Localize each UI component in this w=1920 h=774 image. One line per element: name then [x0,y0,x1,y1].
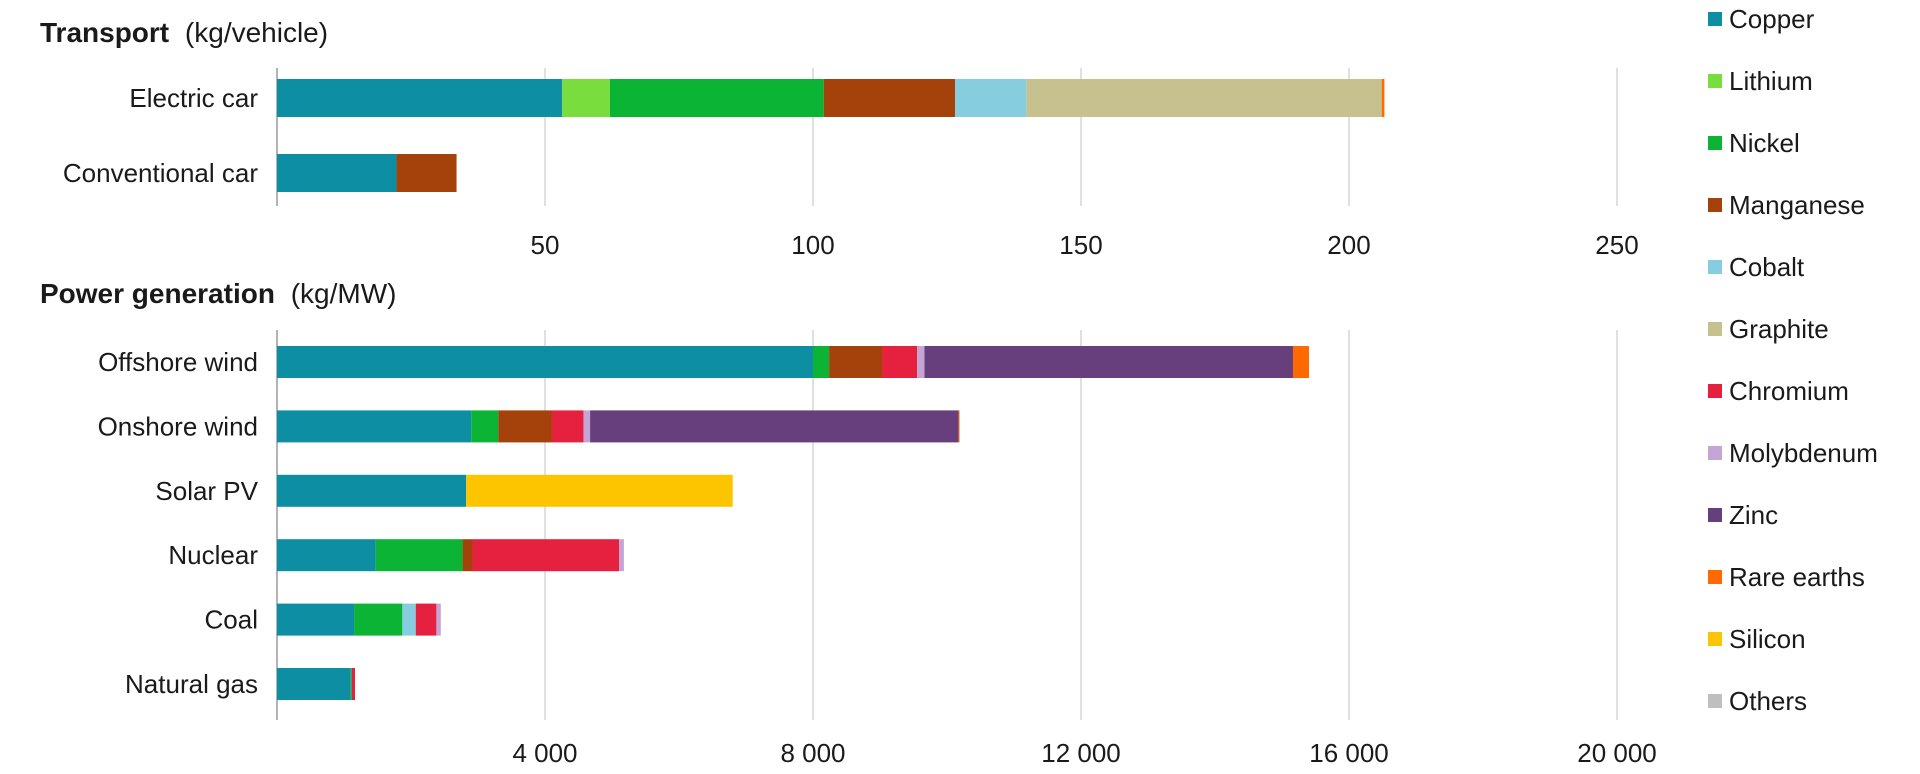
bar-segment-nuclear-manganese [462,539,473,572]
category-label-natural-gas: Natural gas [125,669,258,699]
bar-segment-electric-car-manganese [823,79,956,117]
bar-segment-natural-gas-copper [277,668,351,700]
legend-label-graphite: Graphite [1729,314,1829,344]
bar-segment-natural-gas-chromium [351,668,355,700]
legend-swatch-nickel [1708,136,1722,150]
bar-segment-conventional-car-manganese [396,154,457,192]
bar-segment-conventional-car-copper [277,154,397,192]
bar-segment-nuclear-molybdenum [619,539,624,572]
bar-segment-offshore-wind-zinc [924,346,1293,378]
bar-segment-onshore-wind-molybdenum [583,410,591,443]
legend-label-copper: Copper [1729,4,1815,34]
bar-segment-coal-cobalt [402,603,416,636]
category-label-solar-pv: Solar PV [155,476,258,506]
bar-segment-electric-car-rare-earths [1381,79,1385,117]
bar-segment-onshore-wind-nickel [471,410,499,443]
legend-swatch-molybdenum [1708,446,1722,460]
bar-segment-offshore-wind-chromium [882,346,918,378]
category-label-nuclear: Nuclear [168,540,258,570]
category-label-coal: Coal [205,605,258,635]
power-title-bold: Power generation [40,278,275,309]
legend-label-others: Others [1729,686,1807,716]
transport-title-bold: Transport [40,17,169,48]
legend-swatch-zinc [1708,508,1722,522]
transport-x-tick-label: 100 [791,230,834,260]
power-title-unit: (kg/MW) [291,278,397,309]
legend-swatch-rare-earths [1708,570,1722,584]
transport-panel: 50 100 150 200 250 Electric car Conventional c… [63,68,1639,260]
bar-segment-onshore-wind-chromium [551,410,584,443]
bar-segment-offshore-wind-rare-earths [1292,346,1310,378]
bar-segment-onshore-wind-manganese [498,410,552,443]
legend-swatch-chromium [1708,384,1722,398]
bar-segment-natural-gas-nickel [350,668,352,700]
bar-segment-electric-car-lithium [562,79,610,117]
transport-title-unit: (kg/vehicle) [185,17,328,48]
bar-segment-offshore-wind-manganese [829,346,883,378]
power-x-tick-label: 8 000 [780,738,845,768]
legend-swatch-cobalt [1708,260,1722,274]
legend-label-rare-earths: Rare earths [1729,562,1865,592]
bar-segment-electric-car-copper [277,79,563,117]
bar-segment-onshore-wind-zinc [590,410,959,443]
transport-x-tick-label: 200 [1327,230,1370,260]
legend-swatch-silicon [1708,632,1722,646]
bar-segment-solar-pv-copper [277,474,467,507]
legend-swatch-manganese [1708,198,1722,212]
category-label-electric-car: Electric car [129,83,258,113]
transport-x-tick-label: 150 [1059,230,1102,260]
power-generation-panel: 4 000 8 000 12 000 16 000 20 000 Offshore win… [98,330,1657,768]
legend-swatch-graphite [1708,322,1722,336]
legend-label-nickel: Nickel [1729,128,1800,158]
legend-label-lithium: Lithium [1729,66,1813,96]
bar-segment-nuclear-chromium [472,539,620,572]
category-label-conventional-car: Conventional car [63,158,258,188]
power-x-tick-label: 12 000 [1041,738,1121,768]
legend-label-silicon: Silicon [1729,624,1806,654]
bar-segment-nuclear-copper [277,539,376,572]
legend-label-chromium: Chromium [1729,376,1849,406]
bar-segment-electric-car-graphite [1026,79,1382,117]
bar-segment-coal-chromium [415,603,437,636]
category-label-offshore-wind: Offshore wind [98,347,258,377]
power-x-tick-label: 4 000 [512,738,577,768]
legend-swatch-others [1708,694,1722,708]
bar-segment-coal-nickel [354,603,403,636]
bar-segment-onshore-wind-copper [277,410,472,443]
legend-label-cobalt: Cobalt [1729,252,1805,282]
bar-segment-nuclear-nickel [375,539,463,572]
power-panel-title: Power generation (kg/MW) [40,278,396,309]
transport-x-tick-label: 250 [1595,230,1638,260]
bar-segment-offshore-wind-nickel [813,346,830,378]
legend-label-molybdenum: Molybdenum [1729,438,1878,468]
transport-panel-title: Transport (kg/vehicle) [40,17,328,48]
bar-segment-coal-copper [277,603,355,636]
transport-x-tick-label: 50 [531,230,560,260]
legend-label-zinc: Zinc [1729,500,1778,530]
legend: Copper Lithium Nickel Manganese Cobalt Graphi… [1708,4,1878,716]
power-x-tick-label: 20 000 [1577,738,1657,768]
legend-swatch-copper [1708,12,1722,26]
bar-segment-solar-pv-silicon [466,474,733,507]
bar-segment-onshore-wind-rare-earths [958,410,960,443]
legend-swatch-lithium [1708,74,1722,88]
bar-segment-electric-car-cobalt [955,79,1027,117]
bar-segment-electric-car-nickel [609,79,824,117]
category-label-onshore-wind: Onshore wind [98,411,258,441]
legend-label-manganese: Manganese [1729,190,1865,220]
power-x-tick-label: 16 000 [1309,738,1389,768]
bar-segment-coal-molybdenum [436,603,441,636]
bar-segment-offshore-wind-molybdenum [917,346,925,378]
bar-segment-offshore-wind-copper [277,346,813,378]
